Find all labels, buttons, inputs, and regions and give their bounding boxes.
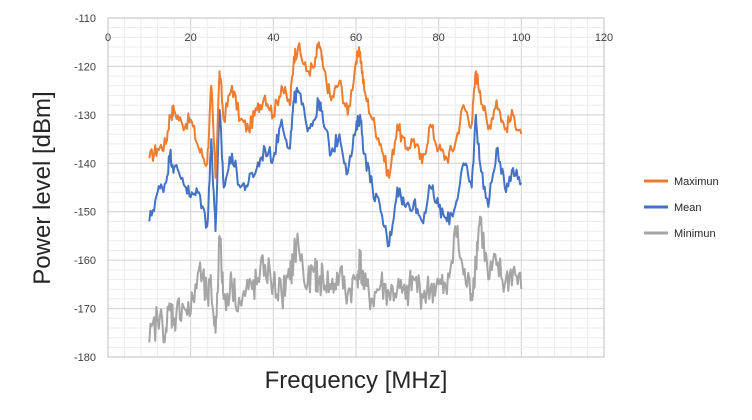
series-line-minimun [148, 215, 523, 344]
y-tick-label: -180 [74, 352, 96, 364]
y-tick-label: -120 [74, 61, 96, 73]
x-tick-label: 80 [433, 32, 445, 44]
x-axis-title: Frequency [MHz] [265, 367, 448, 394]
y-tick-label: -170 [74, 304, 96, 316]
x-tick-label: 0 [105, 32, 111, 44]
series-line-mean [148, 87, 523, 248]
y-tick-label: -130 [74, 110, 96, 122]
y-tick-label: -160 [74, 255, 96, 267]
x-tick-label: 100 [512, 32, 530, 44]
y-tick-label: -110 [75, 13, 96, 25]
x-tick-label: 20 [185, 32, 197, 44]
y-tick-label: -140 [74, 158, 96, 170]
series-line-maximun [148, 41, 523, 179]
series-group [148, 41, 523, 344]
y-axis-title: Power level [dBm] [29, 91, 56, 284]
x-tick-label: 40 [267, 32, 279, 44]
legend-label-minimun: Minimun [674, 228, 716, 240]
legend-label-mean: Mean [674, 202, 702, 214]
legend: Maximun Mean Minimun [644, 176, 719, 240]
axis-ticks: 0 20 40 60 80 100 120 -110 -120 -130 -140 -150 -160 -… [74, 13, 613, 364]
plot-area-border [107, 17, 605, 358]
x-tick-label: 60 [350, 32, 362, 44]
y-tick-label: -150 [74, 207, 96, 219]
x-tick-label: 120 [595, 32, 613, 44]
legend-label-maximun: Maximun [674, 176, 719, 188]
